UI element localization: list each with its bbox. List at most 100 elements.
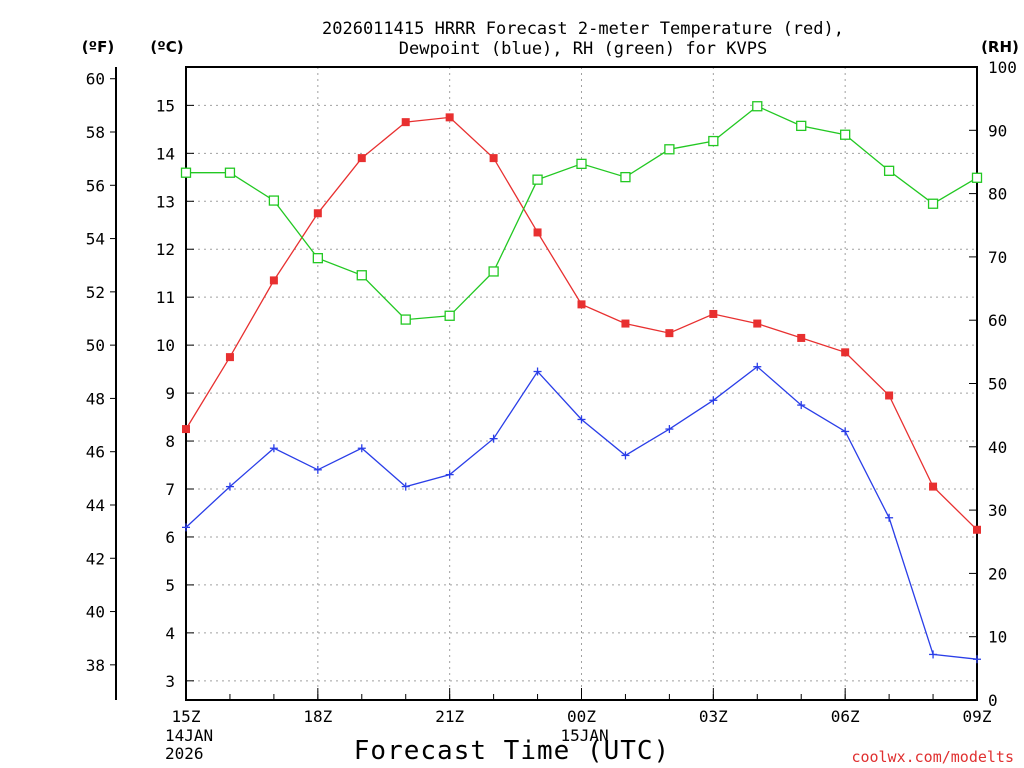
chart-title-line-1: 2026011415 HRRR Forecast 2-meter Tempera…	[322, 19, 844, 39]
rh-point	[312, 253, 323, 264]
x-tick-label: 15Z	[172, 707, 201, 726]
fahrenheit-tick-label: 60	[86, 70, 105, 89]
fahrenheit-tick-label: 54	[86, 230, 105, 249]
dewpoint-point	[533, 367, 542, 376]
rh-tick-label: 70	[988, 248, 1007, 267]
fahrenheit-tick-label: 40	[86, 603, 105, 622]
celsius-tick-label: 5	[165, 576, 175, 595]
rh-point	[752, 101, 763, 112]
dewpoint-point	[885, 513, 894, 522]
fahrenheit-axis-unit: (ºF)	[82, 38, 114, 56]
celsius-tick-label: 14	[156, 144, 175, 163]
rh-point	[400, 314, 411, 325]
x-tick-label: 18Z	[303, 707, 332, 726]
celsius-tick-label: 7	[165, 480, 175, 499]
rh-point	[796, 120, 807, 132]
temperature-point	[577, 300, 586, 309]
source-credit: coolwx.com/modelts	[851, 748, 1014, 766]
x-tick-label: 06Z	[831, 707, 860, 726]
temperature-point	[753, 319, 762, 328]
rh-point	[268, 195, 280, 206]
rh-tick-label: 50	[988, 375, 1007, 394]
fahrenheit-tick-label: 58	[86, 123, 105, 142]
rh-point	[927, 198, 939, 209]
fahrenheit-tick-label: 56	[86, 176, 105, 195]
dewpoint-point	[401, 482, 410, 491]
rh-point	[224, 167, 236, 178]
temperature-point	[269, 276, 278, 285]
fahrenheit-tick-label: 50	[86, 336, 105, 355]
dewpoint-point	[577, 415, 586, 424]
dewpoint-point	[929, 650, 938, 659]
temperature-point	[313, 209, 322, 218]
axes: 3456789101112131415384042444648505254565…	[86, 58, 1017, 763]
temperature-point	[841, 348, 850, 357]
dewpoint-point	[313, 465, 322, 474]
rh-point	[356, 270, 367, 281]
dewpoint-point	[973, 655, 981, 664]
temperature-point	[797, 333, 806, 342]
x-tick-label: 21Z	[435, 707, 464, 726]
temperature-point	[665, 329, 674, 338]
rh-point	[444, 310, 455, 321]
rh-point	[488, 266, 499, 277]
temperature-point	[182, 425, 190, 434]
dewpoint-point	[182, 523, 190, 532]
rh-tick-label: 40	[988, 438, 1007, 457]
dewpoint-point	[709, 396, 718, 405]
dewpoint-point	[357, 444, 366, 453]
rh-tick-label: 90	[988, 121, 1007, 140]
temperature-point	[885, 391, 894, 400]
x-tick-label: 09Z	[963, 707, 992, 726]
celsius-tick-label: 9	[165, 384, 175, 403]
dewpoint-point	[225, 482, 234, 491]
data-series	[180, 101, 983, 664]
dewpoint-point	[665, 425, 674, 434]
x-axis-title: Forecast Time (UTC)	[354, 736, 670, 766]
fahrenheit-tick-label: 44	[86, 496, 105, 515]
celsius-tick-label: 10	[156, 336, 175, 355]
temperature-point	[973, 525, 981, 534]
celsius-tick-label: 11	[156, 288, 175, 307]
fahrenheit-tick-label: 52	[86, 283, 105, 302]
temperature-point	[929, 482, 938, 491]
x-tick-date-label: 14JAN	[165, 726, 213, 745]
rh-tick-label: 0	[988, 691, 998, 710]
fahrenheit-tick-label: 38	[86, 656, 105, 675]
rh-point	[620, 171, 631, 183]
celsius-tick-label: 3	[165, 672, 175, 691]
celsius-tick-label: 13	[156, 192, 175, 211]
x-tick-label: 00Z	[567, 707, 596, 726]
temperature-point	[709, 309, 718, 318]
rh-axis-unit: (RH)	[981, 38, 1019, 56]
celsius-tick-label: 8	[165, 432, 175, 451]
rh-point	[180, 167, 192, 178]
temperature-point	[225, 353, 234, 362]
celsius-axis-unit: (ºC)	[150, 38, 183, 56]
x-tick-date-label: 2026	[165, 744, 204, 763]
temperature-point	[445, 113, 454, 122]
temperature-point	[533, 228, 542, 237]
rh-tick-label: 60	[988, 311, 1007, 330]
dewpoint-point	[753, 362, 762, 371]
rh-tick-label: 100	[988, 58, 1017, 77]
dewpoint-point	[269, 444, 278, 453]
x-tick-label: 03Z	[699, 707, 728, 726]
rh-tick-label: 20	[988, 564, 1007, 583]
rh-tick-label: 30	[988, 501, 1007, 520]
rh-tick-label: 80	[988, 185, 1007, 204]
rh-point	[576, 158, 587, 169]
rh-point	[532, 174, 543, 185]
temperature-point	[621, 319, 630, 328]
fahrenheit-tick-label: 42	[86, 549, 105, 568]
dewpoint-point	[797, 401, 806, 410]
dewpoint-point	[621, 451, 630, 460]
rh-point	[664, 144, 675, 155]
temperature-point	[489, 154, 498, 163]
dewpoint-point	[489, 434, 498, 443]
dewpoint-point	[445, 470, 454, 479]
celsius-tick-label: 15	[156, 96, 175, 115]
temperature-point	[357, 154, 366, 163]
